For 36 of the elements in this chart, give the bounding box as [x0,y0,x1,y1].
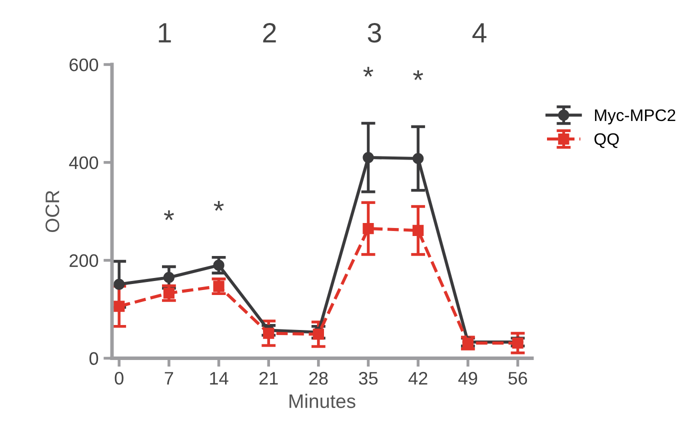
annotation: * [363,66,374,77]
annotation: * [164,210,174,220]
text: 1 [158,23,171,42]
x-tick-label: 28 [309,372,328,385]
legend-label: QQ [594,133,619,148]
point [412,152,424,164]
y-tick-label: 200 [70,254,98,268]
point [213,280,224,292]
point [114,278,125,290]
x-tick-label: 49 [458,372,478,385]
legend-label: Myc-MPC2 [595,109,676,124]
y-tick-label: 600 [70,58,98,72]
x-tick-label: 21 [259,372,278,385]
y-axis-title: OCR [46,190,60,232]
x-tick-label: 42 [408,372,428,385]
text: 3 [368,22,382,43]
x-tick-label: 14 [210,372,228,385]
x-tick-label: 7 [164,372,174,385]
annotation: * [413,70,424,80]
point [114,300,125,312]
text: 2 [263,22,276,42]
x-tick-label: 56 [508,372,528,385]
annotation: * [214,201,224,211]
x-tick-label: 0 [114,372,124,385]
point [213,260,224,271]
y-tick-label: 400 [69,156,98,170]
point [412,224,424,236]
point [263,328,274,339]
point [362,152,374,164]
x-axis-title: Minutes [290,394,356,408]
point [163,272,175,284]
text: 4 [472,23,486,42]
y-tick-label: 0 [89,352,98,365]
point [163,288,175,299]
point [362,222,374,234]
x-tick-label: 35 [358,372,378,385]
